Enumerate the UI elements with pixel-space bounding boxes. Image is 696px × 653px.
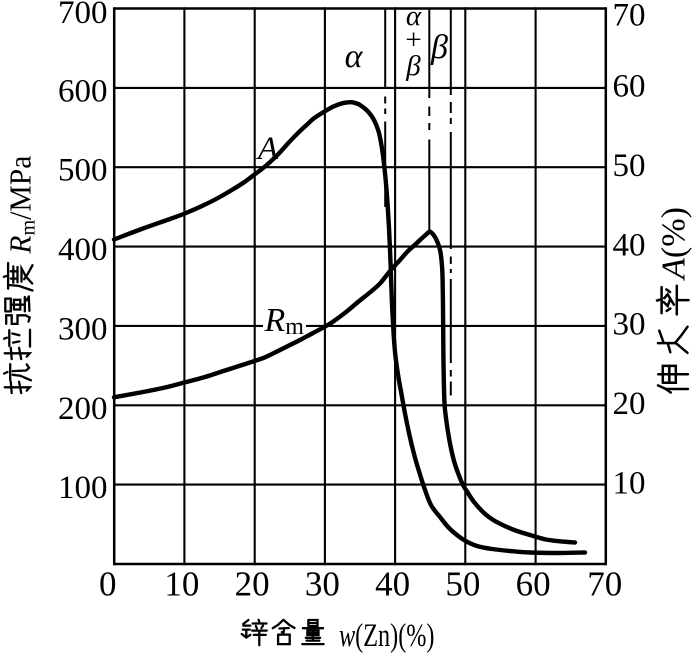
svg-text:40: 40 — [613, 227, 646, 263]
svg-text:β: β — [405, 50, 421, 82]
svg-text:β: β — [430, 29, 448, 66]
svg-text:700: 700 — [58, 0, 108, 31]
svg-text:α: α — [345, 38, 364, 75]
svg-text:Rm: Rm — [264, 302, 305, 340]
svg-text:0: 0 — [99, 565, 117, 604]
svg-text:600: 600 — [58, 73, 108, 109]
svg-text:10: 10 — [613, 465, 646, 501]
svg-text:300: 300 — [58, 311, 108, 347]
svg-text:70: 70 — [587, 565, 622, 604]
svg-text:60: 60 — [613, 69, 646, 105]
svg-text:+: + — [405, 24, 421, 56]
svg-text:A: A — [256, 131, 279, 167]
svg-text:100: 100 — [58, 470, 108, 506]
svg-text:20: 20 — [613, 386, 646, 422]
svg-text:Rm/MPa: Rm/MPa — [3, 155, 40, 254]
svg-text:20: 20 — [235, 565, 270, 604]
svg-text:50: 50 — [445, 565, 480, 604]
svg-text:w(Zn)(%): w(Zn)(%) — [339, 618, 435, 653]
svg-text:50: 50 — [613, 148, 646, 184]
svg-text:500: 500 — [58, 153, 108, 189]
svg-text:30: 30 — [305, 565, 340, 604]
svg-text:A(%): A(%) — [656, 207, 693, 281]
svg-text:60: 60 — [516, 565, 551, 604]
svg-text:400: 400 — [58, 232, 108, 268]
svg-text:α: α — [406, 0, 422, 32]
svg-text:70: 70 — [613, 0, 646, 34]
svg-text:10: 10 — [164, 565, 199, 604]
svg-text:40: 40 — [375, 565, 410, 604]
svg-text:30: 30 — [613, 307, 646, 343]
svg-text:200: 200 — [58, 391, 108, 427]
